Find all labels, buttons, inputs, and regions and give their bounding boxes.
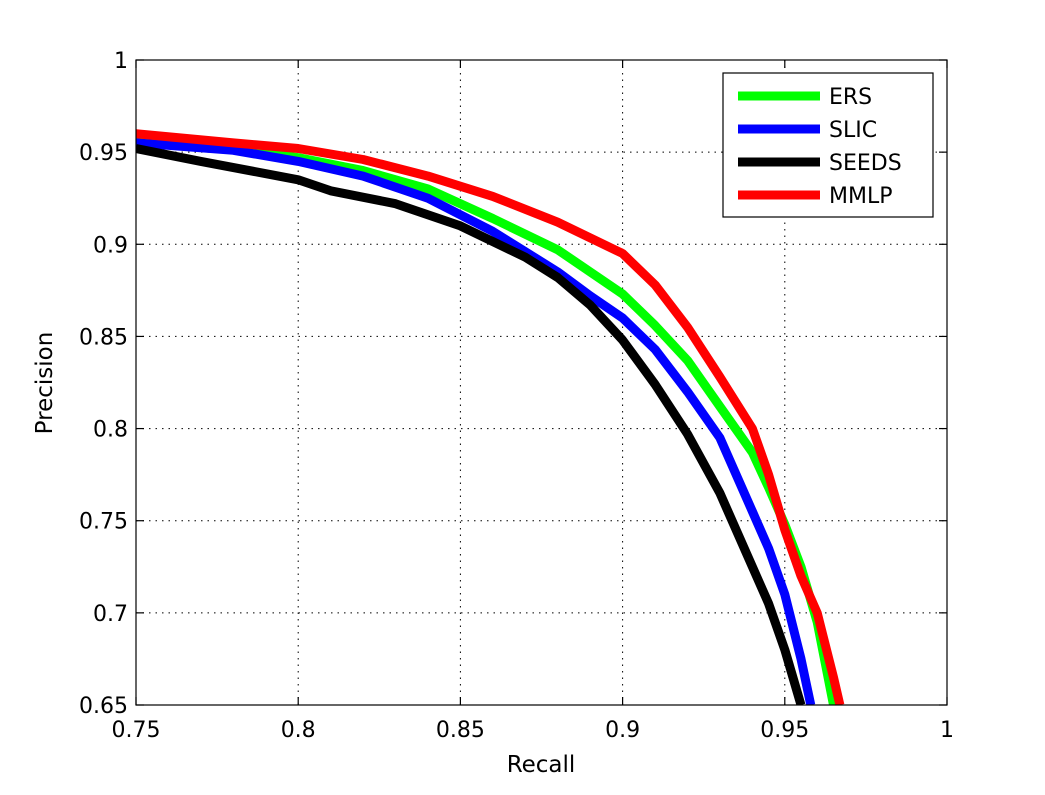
series-line-slic xyxy=(136,138,816,705)
y-tick-label: 0.95 xyxy=(79,141,128,166)
legend-label-seeds: SEEDS xyxy=(829,151,902,176)
series-group xyxy=(136,129,845,705)
y-tick-labels: 0.65 0.7 0.75 0.8 0.85 0.9 0.95 1 xyxy=(79,49,128,719)
legend: ERS SLIC SEEDS MMLP xyxy=(722,72,934,218)
series-line-seeds xyxy=(136,144,806,705)
legend-label-ers: ERS xyxy=(829,85,872,110)
y-tick-label: 1 xyxy=(114,49,128,74)
y-tick-label: 0.7 xyxy=(93,602,128,627)
y-tick-label: 0.9 xyxy=(93,233,128,258)
x-tick-label: 0.8 xyxy=(281,718,316,743)
series-line-mmlp xyxy=(136,129,845,705)
y-tick-label: 0.75 xyxy=(79,510,128,535)
x-tick-label: 0.75 xyxy=(112,718,161,743)
legend-label-slic: SLIC xyxy=(829,118,877,143)
x-tick-labels: 0.75 0.8 0.85 0.9 0.95 1 xyxy=(112,718,954,743)
plot-frame xyxy=(135,59,948,706)
x-tick-label: 0.95 xyxy=(760,718,809,743)
x-tick-label: 0.9 xyxy=(605,718,640,743)
x-tick-label: 0.85 xyxy=(436,718,485,743)
y-tick-label: 0.8 xyxy=(93,418,128,443)
x-axis-label: Recall xyxy=(507,752,576,778)
legend-label-mmlp: MMLP xyxy=(829,184,893,209)
y-tick-label: 0.65 xyxy=(79,694,128,719)
x-tick-label: 1 xyxy=(940,718,954,743)
y-axis-label: Precision xyxy=(32,332,58,435)
ticks xyxy=(135,59,948,706)
y-tick-label: 0.85 xyxy=(79,325,128,350)
